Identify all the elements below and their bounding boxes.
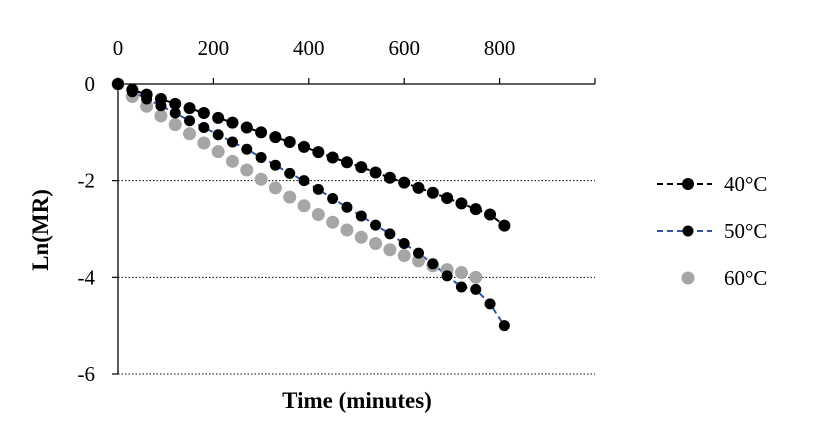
data-point-series-0	[498, 219, 511, 232]
data-point-series-2	[154, 109, 168, 123]
data-point-series-1	[470, 283, 482, 295]
data-point-series-1	[212, 129, 224, 141]
data-point-series-0	[355, 161, 368, 174]
data-point-series-1	[327, 193, 339, 205]
data-point-series-2	[197, 136, 211, 150]
data-point-series-0	[112, 78, 124, 90]
data-point-series-0	[255, 126, 268, 139]
data-point-series-0	[326, 151, 339, 164]
data-point-series-2	[354, 230, 368, 244]
series-line-0	[117, 83, 505, 227]
data-point-series-1	[312, 183, 324, 195]
data-point-series-0	[140, 88, 153, 101]
data-point-series-1	[226, 136, 238, 148]
data-point-series-0	[240, 121, 253, 134]
data-point-series-2	[168, 118, 182, 132]
legend-marker-1	[682, 225, 694, 237]
data-point-series-2	[412, 254, 426, 268]
y-tick-label: 0	[85, 72, 96, 96]
x-axis-title: Time (minutes)	[282, 388, 432, 413]
data-point-series-1	[398, 238, 410, 249]
y-tick-label: -2	[78, 169, 96, 193]
data-point-series-2	[268, 181, 282, 195]
data-point-series-1	[169, 107, 181, 119]
data-point-series-1	[298, 175, 310, 187]
data-point-series-1	[413, 247, 425, 259]
data-point-series-0	[369, 166, 382, 179]
data-point-series-0	[398, 176, 411, 189]
data-point-series-1	[370, 219, 382, 231]
data-point-series-2	[311, 208, 325, 221]
data-point-series-2	[211, 145, 225, 159]
data-point-series-0	[469, 203, 482, 216]
data-point-series-1	[198, 122, 210, 133]
data-point-series-2	[326, 215, 340, 229]
x-tick-label: 800	[484, 36, 516, 60]
data-point-series-1	[355, 210, 367, 222]
data-point-series-1	[241, 143, 253, 155]
x-tick-label: 400	[293, 36, 325, 60]
data-point-series-2	[225, 154, 239, 168]
data-point-series-1	[284, 167, 296, 179]
data-point-series-1	[269, 159, 281, 171]
data-point-series-1	[441, 270, 453, 282]
data-point-series-0	[197, 107, 210, 119]
axes	[112, 78, 596, 375]
data-point-series-0	[298, 140, 311, 153]
data-point-series-2	[240, 163, 254, 177]
data-point-series-0	[441, 192, 454, 205]
data-point-series-0	[426, 186, 439, 199]
grid-lines	[118, 180, 595, 375]
data-point-series-1	[427, 258, 439, 270]
data-point-series-2	[369, 237, 383, 250]
data-point-series-0	[126, 83, 139, 96]
data-point-series-0	[312, 146, 325, 159]
data-point-series-0	[283, 136, 296, 148]
data-point-series-1	[455, 281, 467, 293]
legend-marker-2	[681, 271, 695, 285]
legend-label: 50°C	[724, 219, 767, 243]
data-point-series-1	[484, 298, 496, 310]
x-tick-label: 600	[388, 36, 420, 60]
x-tick-label: 200	[198, 36, 230, 60]
data-point-series-2	[340, 223, 354, 237]
tick-labels: 0 200 400 600 800 0 -2 -4 -6	[78, 36, 516, 386]
y-axis-title: Ln(MR)	[28, 189, 53, 271]
data-point-series-2	[454, 266, 468, 279]
data-point-series-0	[183, 102, 196, 115]
data-point-series-0	[154, 92, 167, 105]
data-point-series-0	[169, 97, 182, 110]
data-point-series-1	[498, 320, 510, 332]
data-point-series-2	[283, 190, 297, 204]
data-point-series-2	[183, 127, 197, 141]
data-point-series-0	[455, 197, 468, 210]
data-point-series-2	[469, 270, 483, 284]
x-tick-label: 0	[113, 36, 124, 60]
data-point-series-0	[383, 171, 396, 184]
data-point-series-1	[255, 151, 267, 163]
legend-label: 60°C	[724, 266, 767, 290]
legend-label: 40°C	[724, 172, 767, 196]
data-point-series-0	[226, 116, 239, 129]
data-point-series-1	[384, 228, 396, 240]
plot-area	[111, 77, 511, 332]
data-point-series-2	[254, 172, 268, 186]
data-point-series-0	[212, 111, 225, 124]
data-point-series-0	[412, 181, 425, 194]
data-point-series-1	[184, 115, 196, 127]
data-point-series-2	[383, 243, 397, 257]
legend-marker-0	[682, 178, 694, 190]
data-point-series-2	[397, 249, 411, 263]
data-point-series-2	[297, 199, 311, 213]
series-line-1	[117, 83, 506, 327]
data-point-series-1	[341, 201, 353, 213]
y-tick-label: -4	[78, 265, 96, 289]
data-point-series-0	[269, 131, 282, 144]
data-point-series-0	[484, 208, 497, 221]
data-point-series-0	[340, 156, 353, 169]
y-tick-label: -6	[78, 362, 96, 386]
legend: 40°C 50°C 60°C	[657, 172, 767, 290]
